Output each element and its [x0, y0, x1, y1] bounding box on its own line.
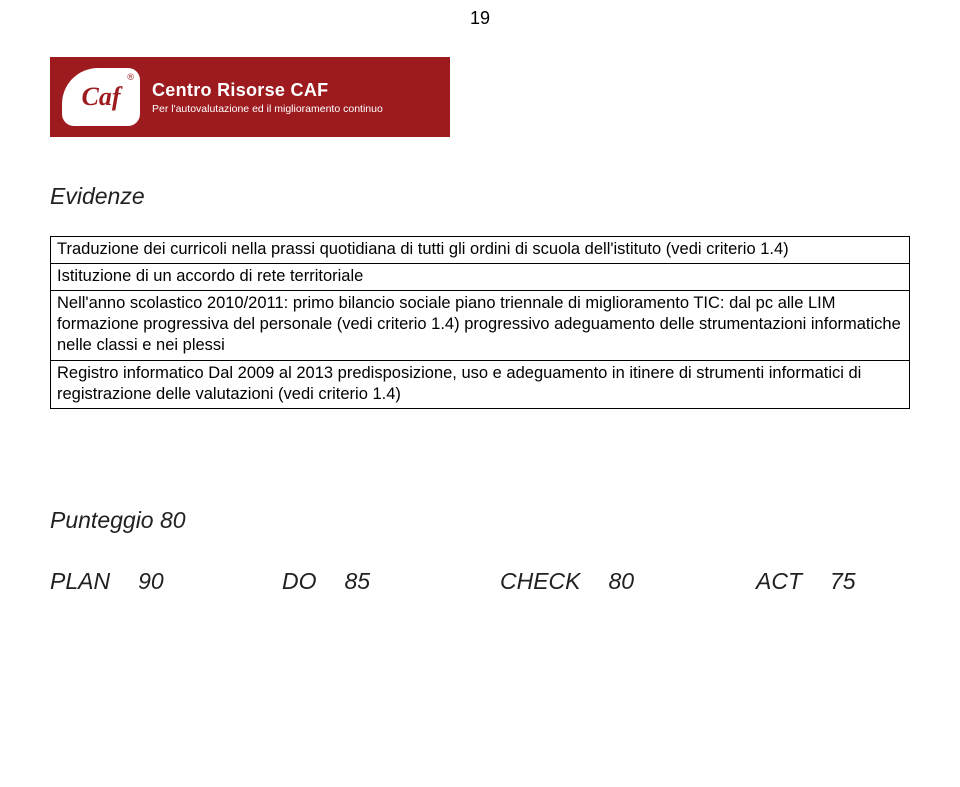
caf-logo-text: Caf: [82, 84, 121, 110]
score-row: PLAN 90 DO 85 CHECK 80 ACT 75: [50, 568, 910, 595]
evidenze-heading: Evidenze: [50, 183, 910, 210]
punteggio-label: Punteggio: [50, 507, 154, 533]
table-row: Nell'anno scolastico 2010/2011: primo bi…: [51, 291, 910, 360]
score-name: CHECK: [500, 568, 581, 595]
table-row: Registro informatico Dal 2009 al 2013 pr…: [51, 360, 910, 408]
score-value: 85: [345, 568, 371, 595]
score-name: DO: [282, 568, 317, 595]
punteggio-value: 80: [160, 507, 186, 533]
score-name: PLAN: [50, 568, 110, 595]
score-value: 75: [830, 568, 856, 595]
table-row: Istituzione di un accordo di rete territ…: [51, 264, 910, 291]
caf-banner: Caf ® Centro Risorse CAF Per l'autovalut…: [50, 57, 450, 137]
score-cell-plan: PLAN 90: [50, 568, 282, 595]
punteggio-heading: Punteggio 80: [50, 507, 910, 534]
score-value: 90: [138, 568, 164, 595]
caf-logo: Caf ®: [62, 68, 140, 126]
score-cell-check: CHECK 80: [500, 568, 756, 595]
evidenze-table: Traduzione dei curricoli nella prassi qu…: [50, 236, 910, 409]
score-cell-act: ACT 75: [756, 568, 856, 595]
score-cell-do: DO 85: [282, 568, 500, 595]
score-value: 80: [609, 568, 635, 595]
page-number: 19: [50, 0, 910, 29]
registered-mark: ®: [127, 72, 134, 82]
banner-title: Centro Risorse CAF: [152, 80, 383, 101]
score-name: ACT: [756, 568, 802, 595]
table-row: Traduzione dei curricoli nella prassi qu…: [51, 237, 910, 264]
banner-subtitle: Per l'autovalutazione ed il migliorament…: [152, 103, 383, 115]
banner-text-block: Centro Risorse CAF Per l'autovalutazione…: [152, 80, 383, 115]
